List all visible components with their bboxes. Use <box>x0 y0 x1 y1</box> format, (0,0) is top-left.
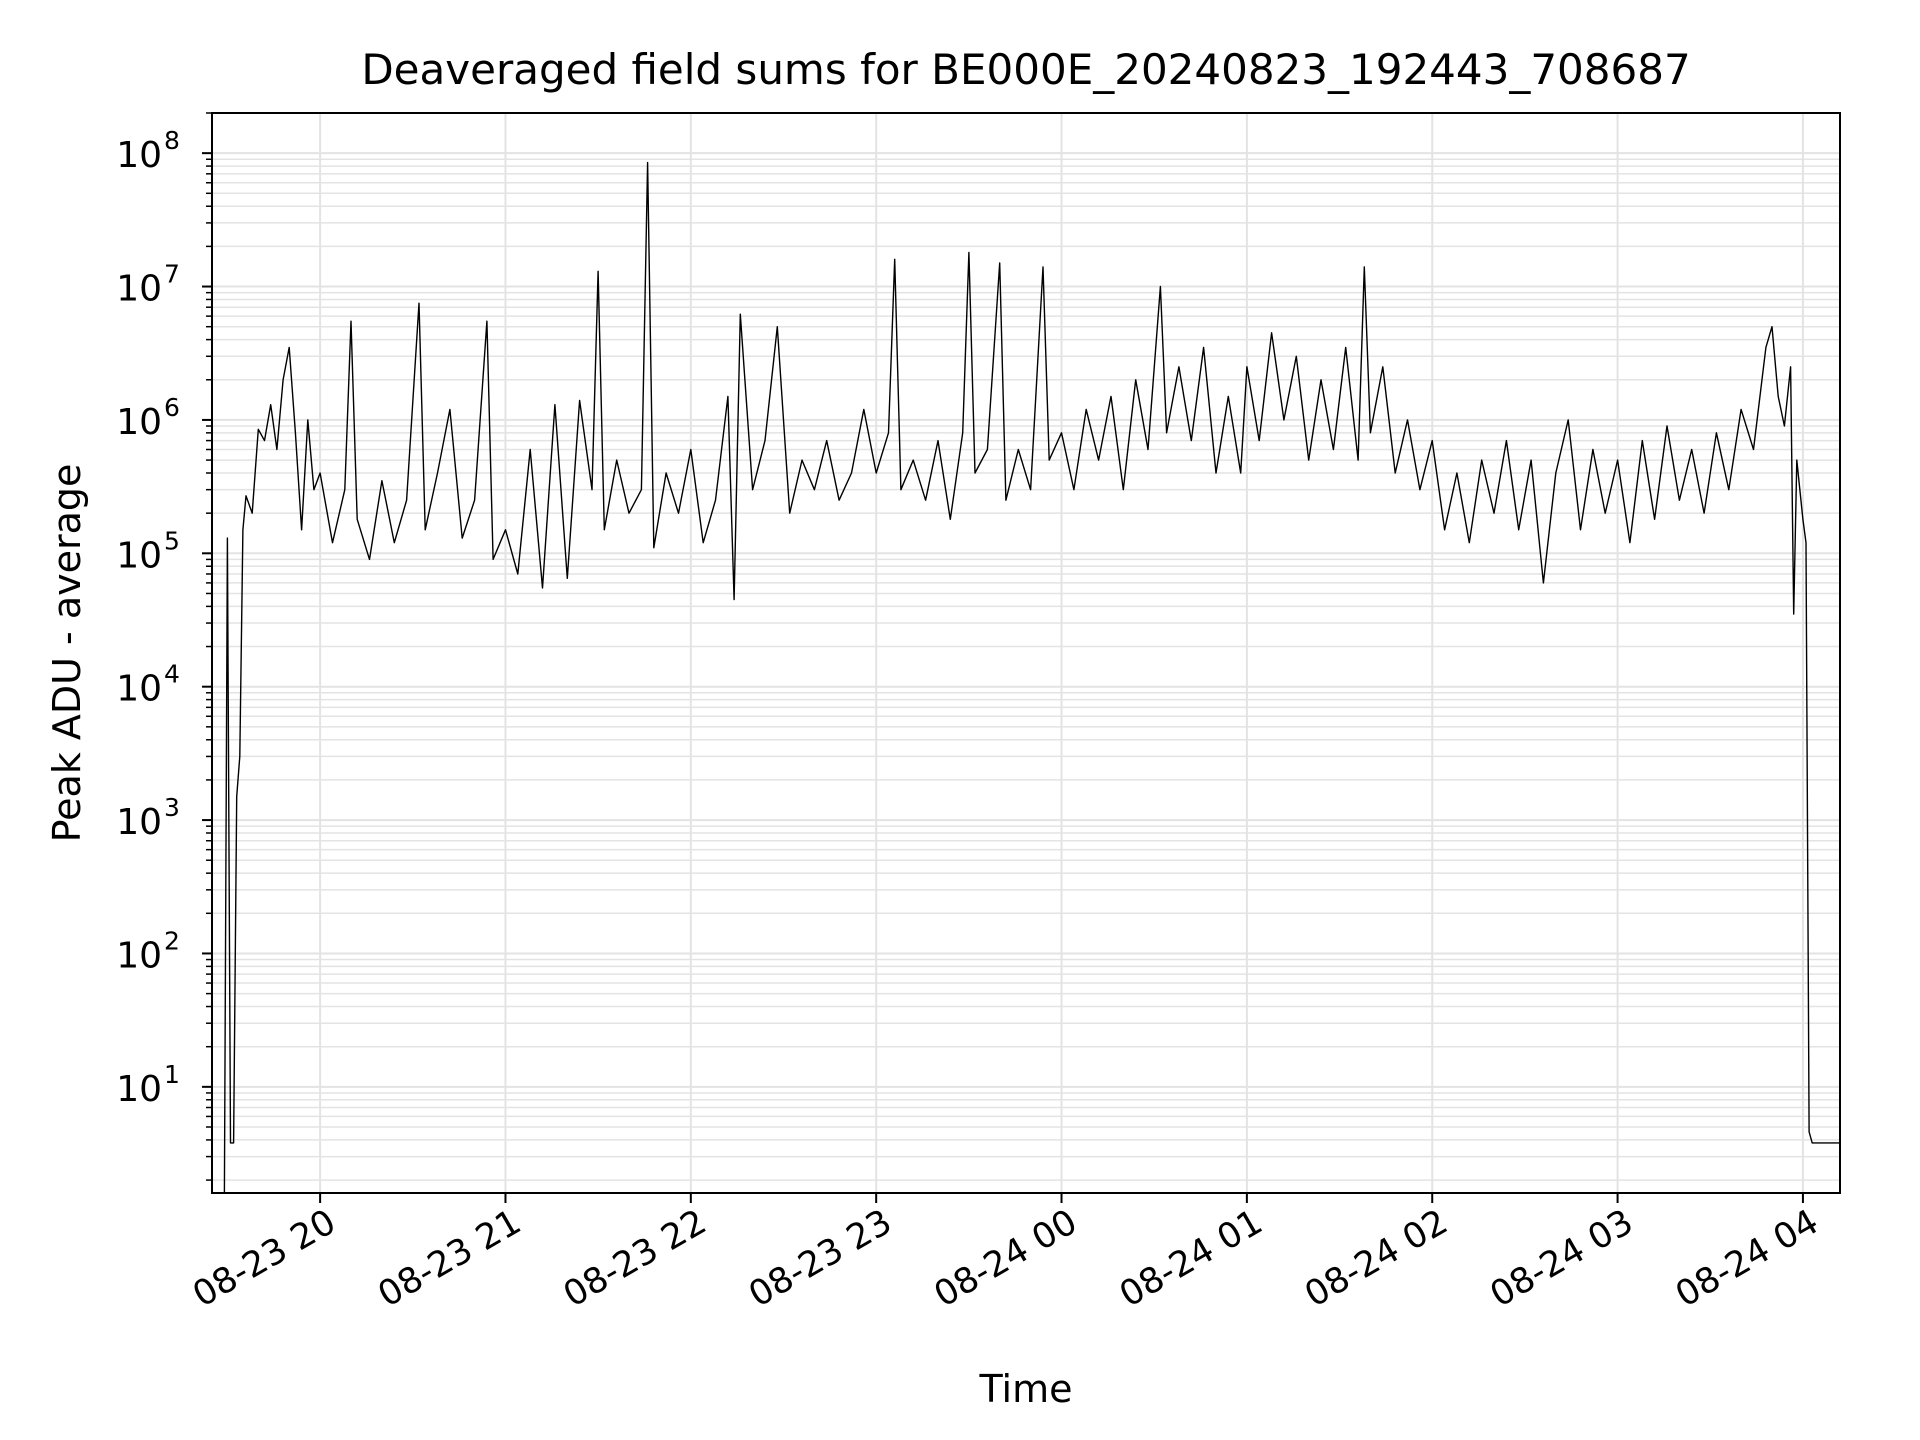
y-tick-label: 10 <box>116 269 162 310</box>
y-tick-label: 10 <box>116 802 162 843</box>
y-tick-exponent: 1 <box>164 1060 180 1089</box>
plot-frame <box>211 112 1841 1194</box>
series-layer <box>223 161 1840 1194</box>
y-tick-exponent: 7 <box>164 260 180 289</box>
y-tick-exponent: 6 <box>164 393 180 422</box>
grid-layer <box>212 112 1840 1193</box>
series-line <box>223 161 1840 1194</box>
y-tick-label: 10 <box>116 935 162 976</box>
x-axis-label: Time <box>979 1367 1073 1411</box>
y-tick-exponent: 5 <box>164 526 180 555</box>
y-tick-label: 10 <box>116 535 162 576</box>
y-tick-label: 10 <box>116 402 162 443</box>
y-axis-label: Peak ADU - average <box>45 464 89 843</box>
y-tick-label: 10 <box>116 1069 162 1110</box>
y-tick-exponent: 4 <box>164 660 180 689</box>
y-tick-exponent: 8 <box>164 126 180 155</box>
y-tick-exponent: 2 <box>164 926 180 955</box>
chart-title: Deaveraged field sums for BE000E_2024082… <box>361 45 1690 94</box>
y-tick-exponent: 3 <box>164 793 180 822</box>
y-tick-label: 10 <box>116 135 162 176</box>
y-tick-label: 10 <box>116 669 162 710</box>
